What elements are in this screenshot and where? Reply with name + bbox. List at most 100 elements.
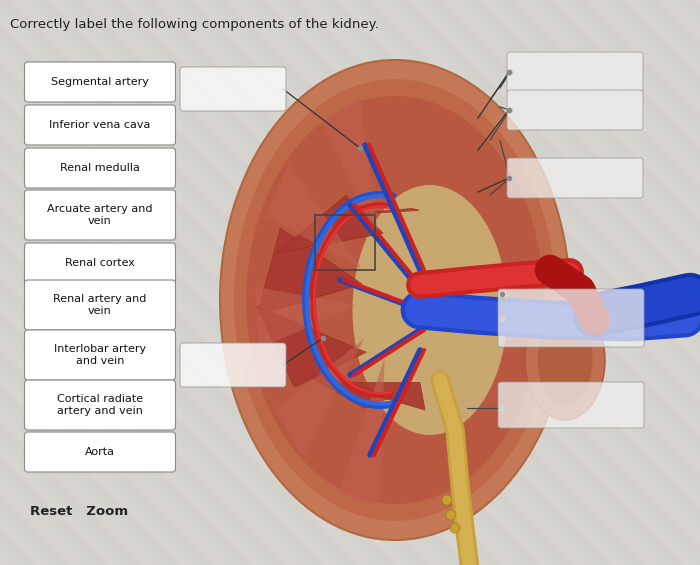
Polygon shape xyxy=(277,195,383,253)
Text: Reset   Zoom: Reset Zoom xyxy=(30,505,128,518)
Polygon shape xyxy=(0,0,132,565)
Polygon shape xyxy=(276,338,365,458)
FancyBboxPatch shape xyxy=(25,280,176,330)
Polygon shape xyxy=(239,0,700,565)
Polygon shape xyxy=(0,0,408,565)
Polygon shape xyxy=(335,0,700,565)
FancyBboxPatch shape xyxy=(25,380,176,430)
FancyBboxPatch shape xyxy=(498,289,644,347)
Polygon shape xyxy=(551,0,700,565)
Polygon shape xyxy=(267,163,361,268)
Polygon shape xyxy=(491,0,700,565)
Polygon shape xyxy=(371,0,700,565)
Polygon shape xyxy=(167,0,700,565)
Polygon shape xyxy=(257,228,362,315)
Polygon shape xyxy=(0,0,480,565)
Ellipse shape xyxy=(220,60,570,540)
Text: Arcuate artery and
vein: Arcuate artery and vein xyxy=(48,204,153,226)
Polygon shape xyxy=(311,0,700,565)
Polygon shape xyxy=(0,0,120,565)
FancyBboxPatch shape xyxy=(25,330,176,380)
Polygon shape xyxy=(322,97,379,245)
Polygon shape xyxy=(0,0,48,565)
Polygon shape xyxy=(155,0,700,565)
Polygon shape xyxy=(47,0,624,565)
FancyBboxPatch shape xyxy=(25,105,176,145)
Polygon shape xyxy=(227,0,700,565)
Ellipse shape xyxy=(525,300,605,420)
Polygon shape xyxy=(527,0,700,565)
Polygon shape xyxy=(203,0,700,565)
Polygon shape xyxy=(286,363,393,408)
Polygon shape xyxy=(131,0,700,565)
Polygon shape xyxy=(263,0,700,565)
Polygon shape xyxy=(0,0,192,565)
Polygon shape xyxy=(0,0,12,565)
FancyBboxPatch shape xyxy=(25,148,176,188)
Text: Renal cortex: Renal cortex xyxy=(65,258,135,268)
Polygon shape xyxy=(347,0,700,565)
Polygon shape xyxy=(83,0,660,565)
Text: Segmental artery: Segmental artery xyxy=(51,77,149,87)
Text: Renal medulla: Renal medulla xyxy=(60,163,140,173)
Polygon shape xyxy=(0,0,228,565)
Polygon shape xyxy=(587,0,700,565)
Polygon shape xyxy=(0,0,492,565)
Polygon shape xyxy=(443,0,700,565)
Polygon shape xyxy=(479,0,700,565)
Polygon shape xyxy=(0,0,336,565)
Polygon shape xyxy=(323,208,419,216)
Polygon shape xyxy=(0,0,552,565)
Polygon shape xyxy=(419,0,700,565)
FancyBboxPatch shape xyxy=(507,90,643,130)
FancyBboxPatch shape xyxy=(507,158,643,198)
Text: Cortical radiate
artery and vein: Cortical radiate artery and vein xyxy=(57,394,143,416)
FancyBboxPatch shape xyxy=(180,343,286,387)
Polygon shape xyxy=(339,358,384,508)
FancyBboxPatch shape xyxy=(25,243,176,283)
Polygon shape xyxy=(635,0,700,565)
Polygon shape xyxy=(0,0,456,565)
Text: Correctly label the following components of the kidney.: Correctly label the following components… xyxy=(10,18,379,31)
FancyBboxPatch shape xyxy=(25,190,176,240)
Polygon shape xyxy=(11,0,588,565)
FancyBboxPatch shape xyxy=(25,62,176,102)
Polygon shape xyxy=(0,0,264,565)
Polygon shape xyxy=(330,383,425,410)
Polygon shape xyxy=(0,0,60,565)
Polygon shape xyxy=(256,287,355,349)
FancyBboxPatch shape xyxy=(25,432,176,472)
Polygon shape xyxy=(23,0,600,565)
Polygon shape xyxy=(563,0,700,565)
Polygon shape xyxy=(599,0,700,565)
Ellipse shape xyxy=(234,79,556,521)
Ellipse shape xyxy=(353,185,508,435)
Polygon shape xyxy=(0,0,372,565)
Polygon shape xyxy=(0,0,204,565)
Polygon shape xyxy=(0,0,24,565)
Polygon shape xyxy=(0,0,348,565)
Polygon shape xyxy=(0,0,516,565)
FancyBboxPatch shape xyxy=(507,52,643,92)
Polygon shape xyxy=(0,0,444,565)
Polygon shape xyxy=(659,0,700,565)
Polygon shape xyxy=(515,0,700,565)
Polygon shape xyxy=(383,0,700,565)
Polygon shape xyxy=(256,306,366,387)
Polygon shape xyxy=(0,0,276,565)
Polygon shape xyxy=(0,0,528,565)
Polygon shape xyxy=(695,0,700,565)
Polygon shape xyxy=(407,0,700,565)
Polygon shape xyxy=(0,0,168,565)
FancyBboxPatch shape xyxy=(180,67,286,111)
FancyBboxPatch shape xyxy=(498,382,644,428)
Polygon shape xyxy=(95,0,672,565)
Polygon shape xyxy=(0,0,300,565)
Polygon shape xyxy=(119,0,696,565)
Polygon shape xyxy=(0,0,312,565)
Polygon shape xyxy=(0,0,84,565)
Polygon shape xyxy=(0,0,96,565)
Circle shape xyxy=(442,495,452,505)
Polygon shape xyxy=(275,0,700,565)
Polygon shape xyxy=(0,0,420,565)
